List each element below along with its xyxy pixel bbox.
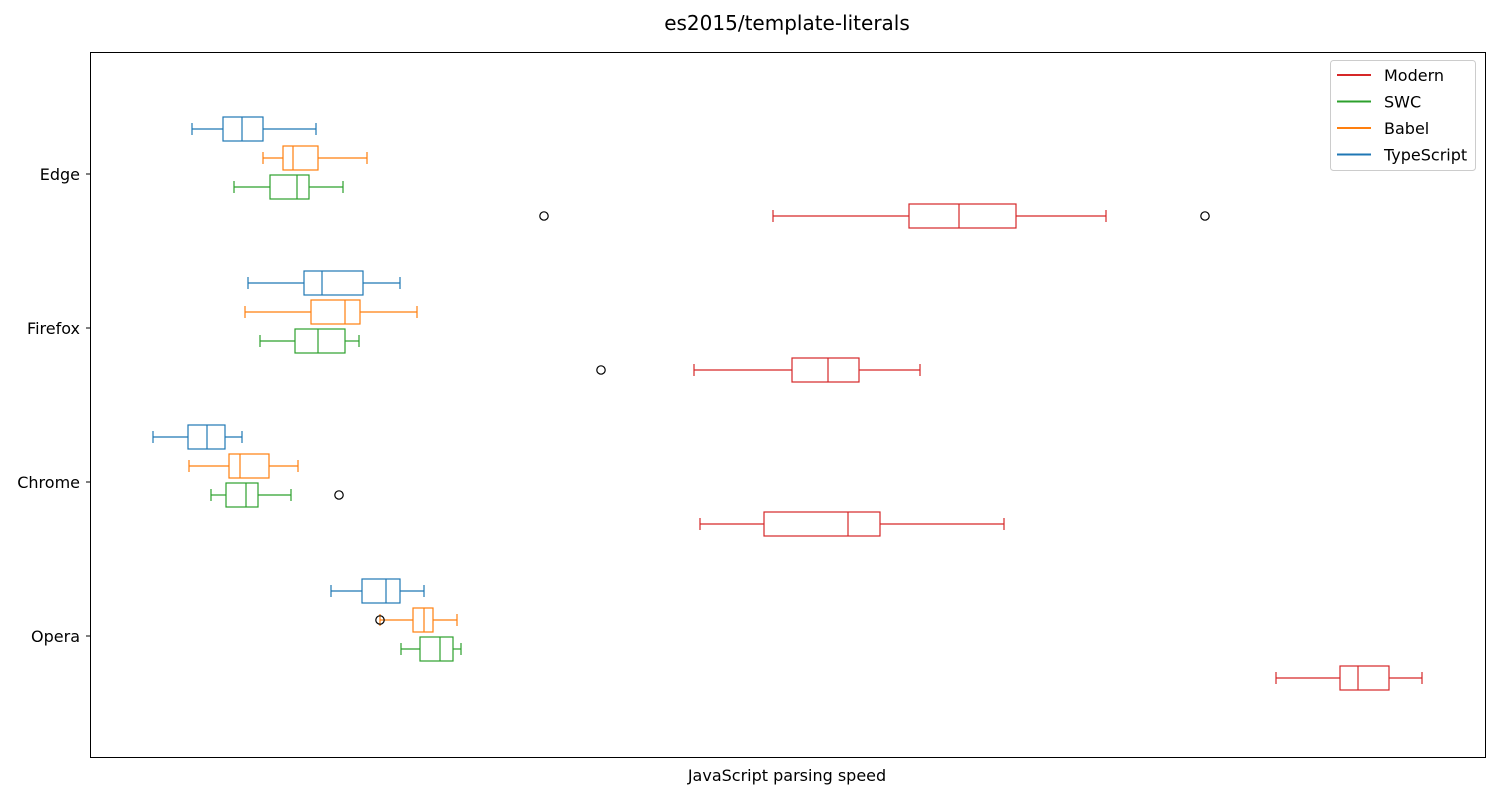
y-axis: Edge Firefox Chrome Opera [17,165,91,646]
outlier-modern-edge-1 [1200,211,1210,221]
iqr-box-babel-edge [282,145,319,171]
box-modern-edge [539,203,1210,229]
iqr-box-babel-firefox [310,299,361,325]
legend-label-babel: Babel [1384,119,1429,138]
box-typescript-edge [191,116,317,142]
box-typescript-chrome [152,424,243,450]
box-typescript-opera [330,578,425,604]
box-modern-firefox [596,357,921,383]
iqr-box-swc-firefox [294,328,346,354]
box-swc-opera [400,636,462,662]
box-babel-firefox [244,299,418,325]
iqr-box-babel-chrome [228,453,270,479]
x-axis-label: JavaScript parsing speed [687,766,886,785]
box-plots [152,116,1423,691]
y-tick-label-firefox: Firefox [27,319,80,338]
iqr-box-typescript-opera [361,578,401,604]
iqr-box-modern-firefox [791,357,860,383]
outlier-babel-opera-0 [375,615,385,625]
y-tick-label-edge: Edge [40,165,80,184]
box-modern-opera [1275,665,1423,691]
box-babel-edge [262,145,368,171]
box-babel-chrome [188,453,299,479]
iqr-box-modern-chrome [763,511,881,537]
box-babel-opera [375,607,458,633]
y-tick-label-opera: Opera [31,627,80,646]
legend-label-typescript: TypeScript [1383,146,1467,165]
box-swc-chrome [210,482,344,508]
iqr-box-swc-opera [419,636,454,662]
iqr-box-modern-edge [908,203,1017,229]
legend: Modern SWC Babel TypeScript [1330,60,1476,171]
legend-label-swc: SWC [1384,93,1421,112]
iqr-box-swc-chrome [225,482,259,508]
iqr-box-typescript-edge [222,116,264,142]
legend-frame [1330,60,1476,171]
outlier-swc-chrome-0 [334,490,344,500]
outlier-modern-firefox-0 [596,365,606,375]
iqr-box-swc-edge [269,174,310,200]
outlier-modern-edge-0 [539,211,549,221]
legend-label-modern: Modern [1384,66,1444,85]
box-modern-chrome [699,511,1005,537]
iqr-box-babel-opera [412,607,434,633]
box-swc-edge [233,174,344,200]
iqr-box-typescript-firefox [303,270,364,296]
plot-area [90,52,1486,758]
box-swc-firefox [259,328,360,354]
chart-title: es2015/template-literals [664,11,910,35]
box-typescript-firefox [247,270,401,296]
y-tick-label-chrome: Chrome [17,473,80,492]
iqr-box-modern-opera [1339,665,1390,691]
